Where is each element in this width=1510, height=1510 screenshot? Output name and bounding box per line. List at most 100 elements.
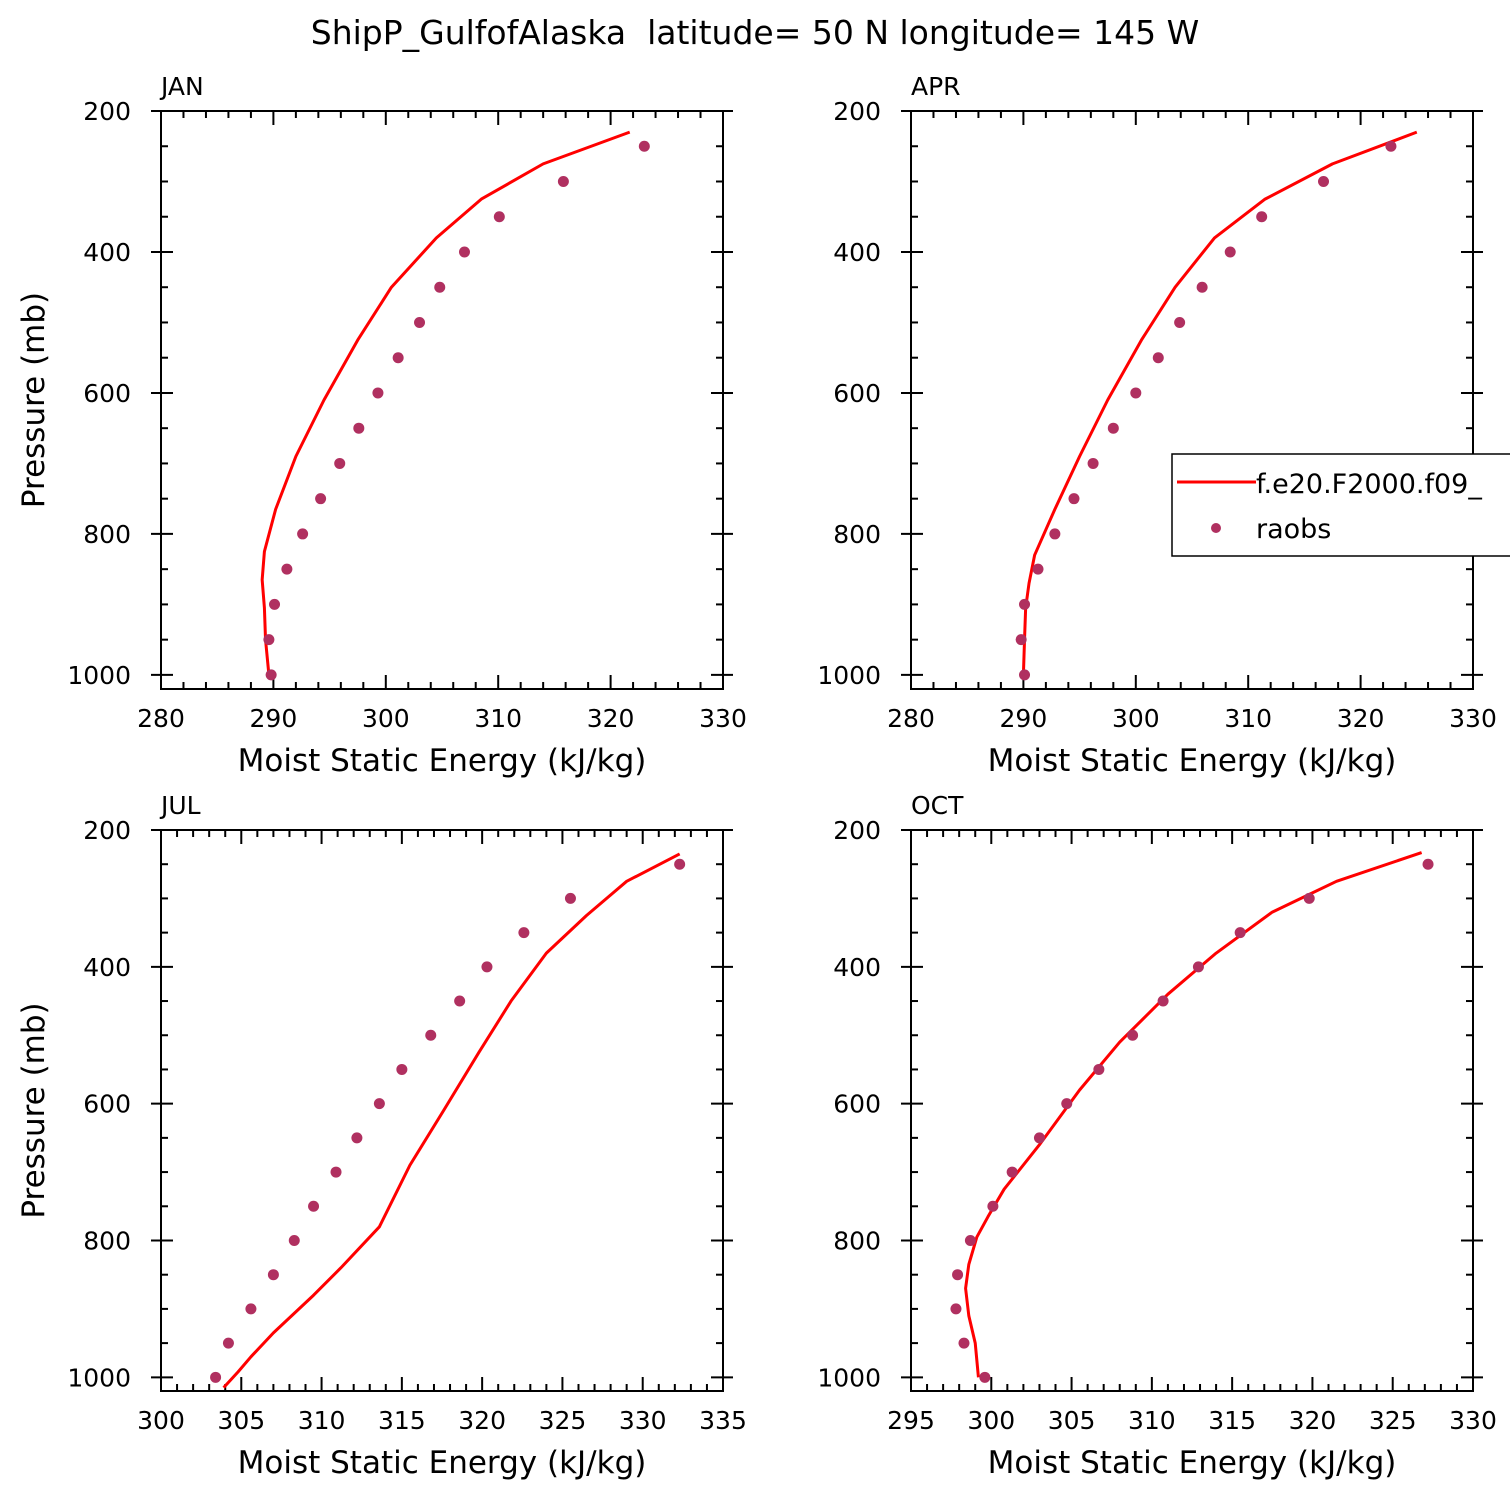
raobs-point (1303, 892, 1315, 904)
plot-frame (910, 829, 1474, 1392)
x-tick-label: 320 (1289, 1406, 1337, 1435)
raobs-point (281, 563, 293, 575)
raobs-point (267, 1269, 279, 1281)
raobs-point (351, 1132, 363, 1144)
raobs-point (269, 598, 281, 610)
panel-jul: 300 305 310 315 320 325 330 335 200 400 600 800 1000… (16, 791, 747, 1481)
raobs-point (1152, 352, 1164, 364)
raobs-point (1130, 387, 1142, 399)
y-tick-label: 1000 (817, 1363, 881, 1392)
x-tick-label: 315 (1208, 1406, 1256, 1435)
y-tick-label: 1000 (817, 661, 881, 690)
x-tick-label: 290 (250, 704, 298, 733)
raobs-point (1422, 858, 1434, 870)
raobs-point (1061, 1098, 1073, 1110)
panel-apr: 280 290 300 310 320 330 200 400 600 800 1000 APR Moi… (817, 72, 1496, 779)
y-tick-label: 200 (83, 816, 131, 845)
raobs-point (987, 1200, 999, 1212)
raobs-point (1318, 175, 1330, 187)
y-tick-label: 800 (833, 1226, 881, 1255)
panel-label: OCT (911, 791, 964, 820)
y-tick-label: 1000 (67, 661, 131, 690)
raobs-point (372, 387, 384, 399)
x-tick-label: 310 (1224, 704, 1272, 733)
x-axis-label: Moist Static Energy (kJ/kg) (988, 1445, 1397, 1481)
y-tick-label: 200 (83, 97, 131, 126)
plot-frame (160, 829, 724, 1392)
x-tick-label: 290 (1000, 704, 1048, 733)
y-tick-label: 800 (833, 520, 881, 549)
raobs-point (1087, 457, 1099, 469)
raobs-point (1234, 927, 1246, 939)
raobs-point (557, 175, 569, 187)
raobs-point (481, 961, 493, 973)
raobs-point (425, 1029, 437, 1041)
raobs-point (1015, 634, 1027, 646)
x-tick-label: 325 (539, 1406, 587, 1435)
x-tick-label: 330 (1449, 1406, 1497, 1435)
raobs-point (1033, 1132, 1045, 1144)
panel-label: JAN (159, 72, 204, 101)
x-axis-label: Moist Static Energy (kJ/kg) (238, 1445, 647, 1481)
raobs-point (434, 281, 446, 293)
raobs-point (1049, 528, 1061, 540)
raobs-point (1157, 995, 1169, 1007)
raobs-point (458, 246, 470, 258)
x-tick-label: 300 (137, 1406, 185, 1435)
model-series-line (260, 130, 631, 676)
raobs-point (353, 422, 365, 434)
raobs-point (414, 316, 426, 328)
x-tick-label: 330 (619, 1406, 667, 1435)
raobs-point (1107, 422, 1119, 434)
panels: 280 290 300 310 320 330 200 400 600 800 1000 JAN Moi… (16, 72, 1497, 1481)
x-tick-label: 320 (458, 1406, 506, 1435)
raobs-point (964, 1234, 976, 1246)
raobs-point (1068, 493, 1080, 505)
y-axis-label: Pressure (mb) (16, 292, 52, 508)
y-tick-label: 400 (833, 953, 881, 982)
raobs-point (1032, 563, 1044, 575)
x-axis-label: Moist Static Energy (kJ/kg) (988, 743, 1397, 779)
raobs-point (1093, 1063, 1105, 1075)
figure-title: ShipP_GulfofAlaska latitude= 50 N longit… (311, 13, 1200, 52)
x-tick-label: 310 (1128, 1406, 1176, 1435)
y-tick-label: 600 (83, 1090, 131, 1119)
raobs-point (315, 493, 327, 505)
x-axis-label: Moist Static Energy (kJ/kg) (238, 743, 647, 779)
y-tick-label: 600 (833, 379, 881, 408)
raobs-point (245, 1303, 257, 1315)
x-tick-label: 305 (217, 1406, 265, 1435)
x-tick-label: 310 (474, 704, 522, 733)
raobs-point (263, 634, 275, 646)
raobs-point (265, 669, 277, 681)
x-tick-label: 295 (887, 1406, 935, 1435)
panel-jan: 280 290 300 310 320 330 200 400 600 800 1000 JAN Moi… (16, 72, 747, 779)
raobs-point (308, 1200, 320, 1212)
raobs-point (1224, 246, 1236, 258)
raobs-point (392, 352, 404, 364)
raobs-point (288, 1234, 300, 1246)
raobs-point (1256, 211, 1268, 223)
raobs-point (1174, 316, 1186, 328)
legend-obs-label: raobs (1256, 514, 1331, 545)
y-tick-label: 400 (83, 953, 131, 982)
x-tick-label: 310 (298, 1406, 346, 1435)
x-tick-label: 300 (1112, 704, 1160, 733)
x-tick-label: 300 (362, 704, 410, 733)
raobs-point (1006, 1166, 1018, 1178)
raobs-point (1192, 961, 1204, 973)
x-tick-label: 330 (699, 704, 747, 733)
raobs-point (1019, 598, 1031, 610)
y-tick-label: 200 (833, 97, 881, 126)
y-tick-label: 200 (833, 816, 881, 845)
x-tick-label: 305 (1048, 1406, 1096, 1435)
model-series-line (1021, 130, 1418, 675)
raobs-point (958, 1337, 970, 1349)
legend-box (1171, 453, 1510, 557)
raobs-point (1385, 140, 1397, 152)
raobs-point (950, 1303, 962, 1315)
x-tick-label: 280 (137, 704, 185, 733)
raobs-point (454, 995, 466, 1007)
raobs-point (1127, 1029, 1139, 1041)
